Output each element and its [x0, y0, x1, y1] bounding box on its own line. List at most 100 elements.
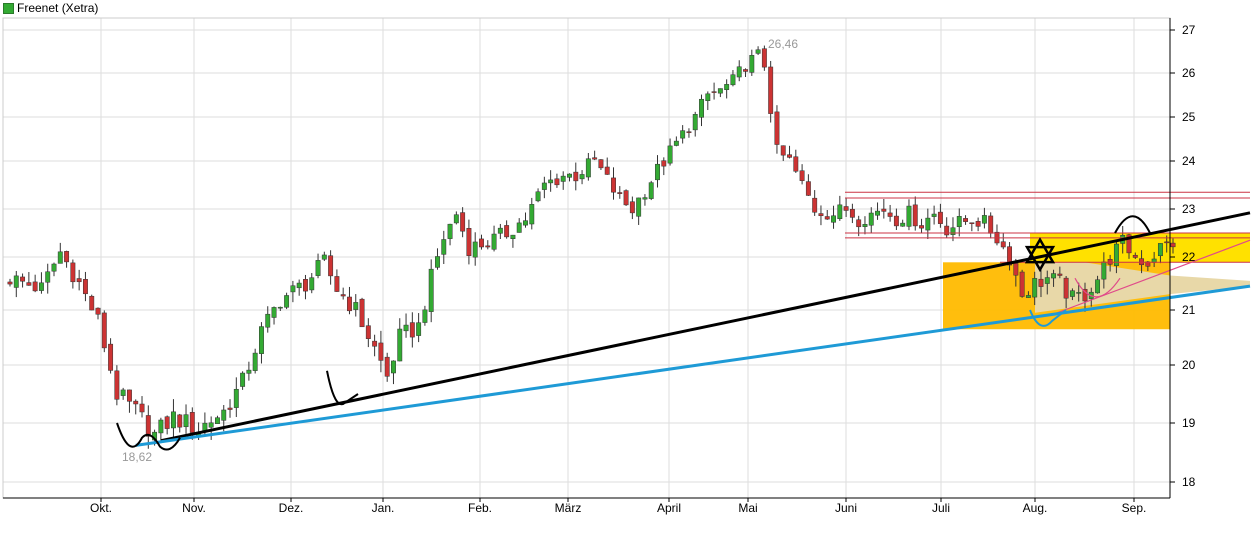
candle-body-down: [95, 307, 101, 315]
cup-curve-1: [116, 422, 181, 451]
candle-body-up: [529, 204, 535, 225]
candle: [956, 208, 962, 237]
x-tick-label: März: [555, 501, 582, 515]
x-tick-label: Feb.: [468, 501, 492, 515]
candle: [680, 125, 686, 144]
candle: [579, 170, 585, 185]
candle-body-down: [1170, 242, 1176, 248]
candle-body-down: [64, 251, 70, 263]
y-tick-label: 26: [1182, 66, 1196, 80]
candle-body-up: [284, 295, 290, 308]
candle-body-down: [328, 255, 334, 277]
candle-body-up: [1095, 279, 1101, 294]
candle: [560, 171, 566, 190]
candle-body-down: [365, 325, 371, 339]
candle: [831, 205, 836, 229]
candle: [1069, 288, 1075, 301]
candle-body-up: [724, 84, 730, 90]
annotations: 26,46 18,62: [122, 37, 798, 464]
x-tick-label: Juli: [932, 501, 950, 515]
candle: [391, 360, 396, 385]
candle: [768, 60, 774, 123]
candle: [1107, 254, 1113, 272]
candle-body-up: [208, 422, 214, 428]
candle-body-down: [768, 66, 774, 114]
candle-body-down: [554, 178, 560, 186]
candle: [516, 218, 522, 233]
candle: [441, 230, 447, 265]
x-tick-label: Okt.: [90, 501, 112, 515]
candle-body-up: [705, 93, 711, 102]
candle: [611, 167, 616, 200]
candle: [64, 250, 70, 268]
candle: [133, 399, 139, 415]
candle-body-down: [359, 298, 365, 328]
x-tick-label: Dez.: [279, 501, 304, 515]
candle: [523, 212, 528, 228]
candle-body-up: [57, 251, 63, 264]
candle-body-up: [699, 98, 704, 118]
candle-body-up: [1157, 243, 1163, 257]
candle: [309, 273, 315, 294]
candle: [45, 263, 51, 294]
candle: [1007, 242, 1013, 271]
candle-body-down: [1000, 241, 1006, 248]
candle: [843, 197, 849, 217]
candle-body-up: [579, 174, 585, 180]
candle: [906, 199, 912, 231]
candle: [497, 223, 503, 240]
candle: [1113, 240, 1119, 274]
candle-body-down: [1132, 254, 1138, 258]
y-tick-label: 27: [1182, 23, 1196, 37]
candle: [837, 195, 843, 221]
candle-body-down: [378, 342, 384, 361]
candle: [629, 196, 635, 220]
candle-body-down: [114, 370, 120, 400]
candle: [334, 269, 340, 292]
candle-body-up: [265, 313, 271, 328]
candle-body-down: [1082, 288, 1088, 302]
candle-body-down: [843, 206, 849, 211]
candle-body-down: [743, 69, 748, 72]
candle-body-down: [711, 91, 717, 93]
grid: [2, 17, 1171, 499]
candle: [378, 330, 384, 373]
candle-body-up: [1051, 273, 1057, 279]
candle-body-down: [460, 212, 466, 232]
arc-top: [1114, 215, 1151, 234]
candle: [950, 217, 956, 242]
y-tick-label: 19: [1182, 416, 1196, 430]
candle-body-up: [315, 260, 321, 276]
candle-body-up: [648, 182, 654, 199]
candles: [7, 45, 1176, 449]
candle: [761, 45, 767, 71]
candle: [158, 417, 164, 444]
candle: [736, 60, 742, 82]
candle-body-up: [453, 214, 459, 224]
zone-tan: [1035, 254, 1170, 313]
candle: [1082, 282, 1088, 312]
candle: [416, 313, 422, 343]
candle: [686, 128, 692, 138]
candle-body-down: [189, 412, 195, 433]
candle: [57, 242, 63, 264]
candle-body-down: [617, 192, 623, 194]
candle: [101, 310, 107, 353]
candle-body-down: [76, 278, 82, 283]
candle-body-up: [309, 277, 315, 291]
candle-body-up: [397, 328, 403, 362]
candle-body-down: [969, 222, 975, 224]
candle-body-up: [240, 372, 246, 387]
candle: [1132, 252, 1138, 260]
candle: [321, 251, 327, 262]
candle-body-up: [730, 74, 736, 86]
candle: [340, 287, 346, 300]
candle-body-up: [497, 227, 503, 234]
candle: [472, 232, 478, 266]
star-icon: [1024, 245, 1056, 273]
candle: [667, 138, 673, 166]
candle: [567, 173, 572, 182]
candle-body-down: [347, 296, 352, 312]
candle-body-up: [692, 114, 698, 131]
candle-body-up: [868, 212, 874, 226]
